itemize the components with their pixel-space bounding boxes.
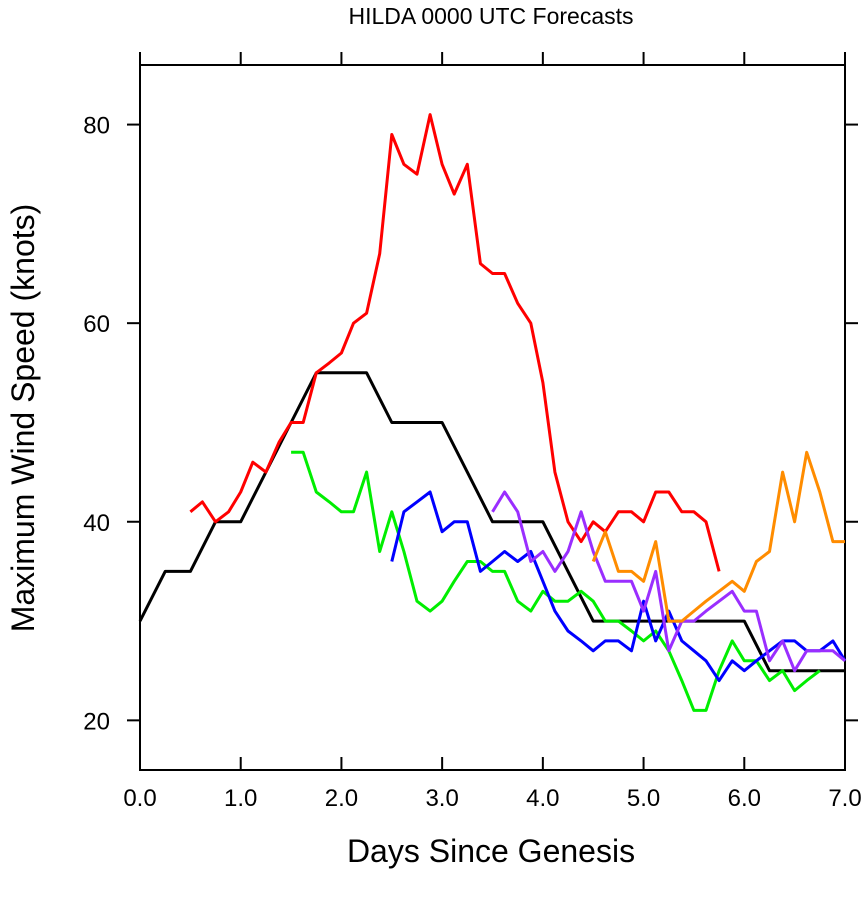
series-line-observed [138,371,845,673]
x-tick-label: 6.0 [728,785,761,812]
y-tick-label: 40 [83,510,110,537]
series-line-forecast-green [291,450,821,712]
series-line-forecast-purple [491,490,846,673]
x-tick-label: 0.0 [123,785,156,812]
axis-ticks [127,52,858,770]
x-tick-labels: 0.0 1.0 2.0 3.0 4.0 5.0 6.0 7.0 [123,785,861,812]
y-tick-label: 80 [83,113,110,140]
y-tick-label: 60 [83,311,110,338]
x-tick-label: 4.0 [526,785,559,812]
series-line-forecast-red [189,113,721,572]
series-line-forecast-orange [591,450,845,623]
x-tick-label: 7.0 [828,785,861,812]
series-lines [138,113,847,712]
series-line-forecast-blue [390,490,847,683]
y-axis-title: Maximum Wind Speed (knots) [5,204,41,633]
y-tick-label: 20 [83,708,110,735]
plot-frame [139,64,846,771]
x-tick-label: 2.0 [325,785,358,812]
x-axis-title: Days Since Genesis [347,833,635,869]
x-tick-label: 3.0 [425,785,458,812]
x-tick-label: 1.0 [224,785,257,812]
x-tick-label: 5.0 [627,785,660,812]
chart-title: HILDA 0000 UTC Forecasts [348,3,633,29]
y-tick-labels: 20 40 60 80 [83,113,110,736]
